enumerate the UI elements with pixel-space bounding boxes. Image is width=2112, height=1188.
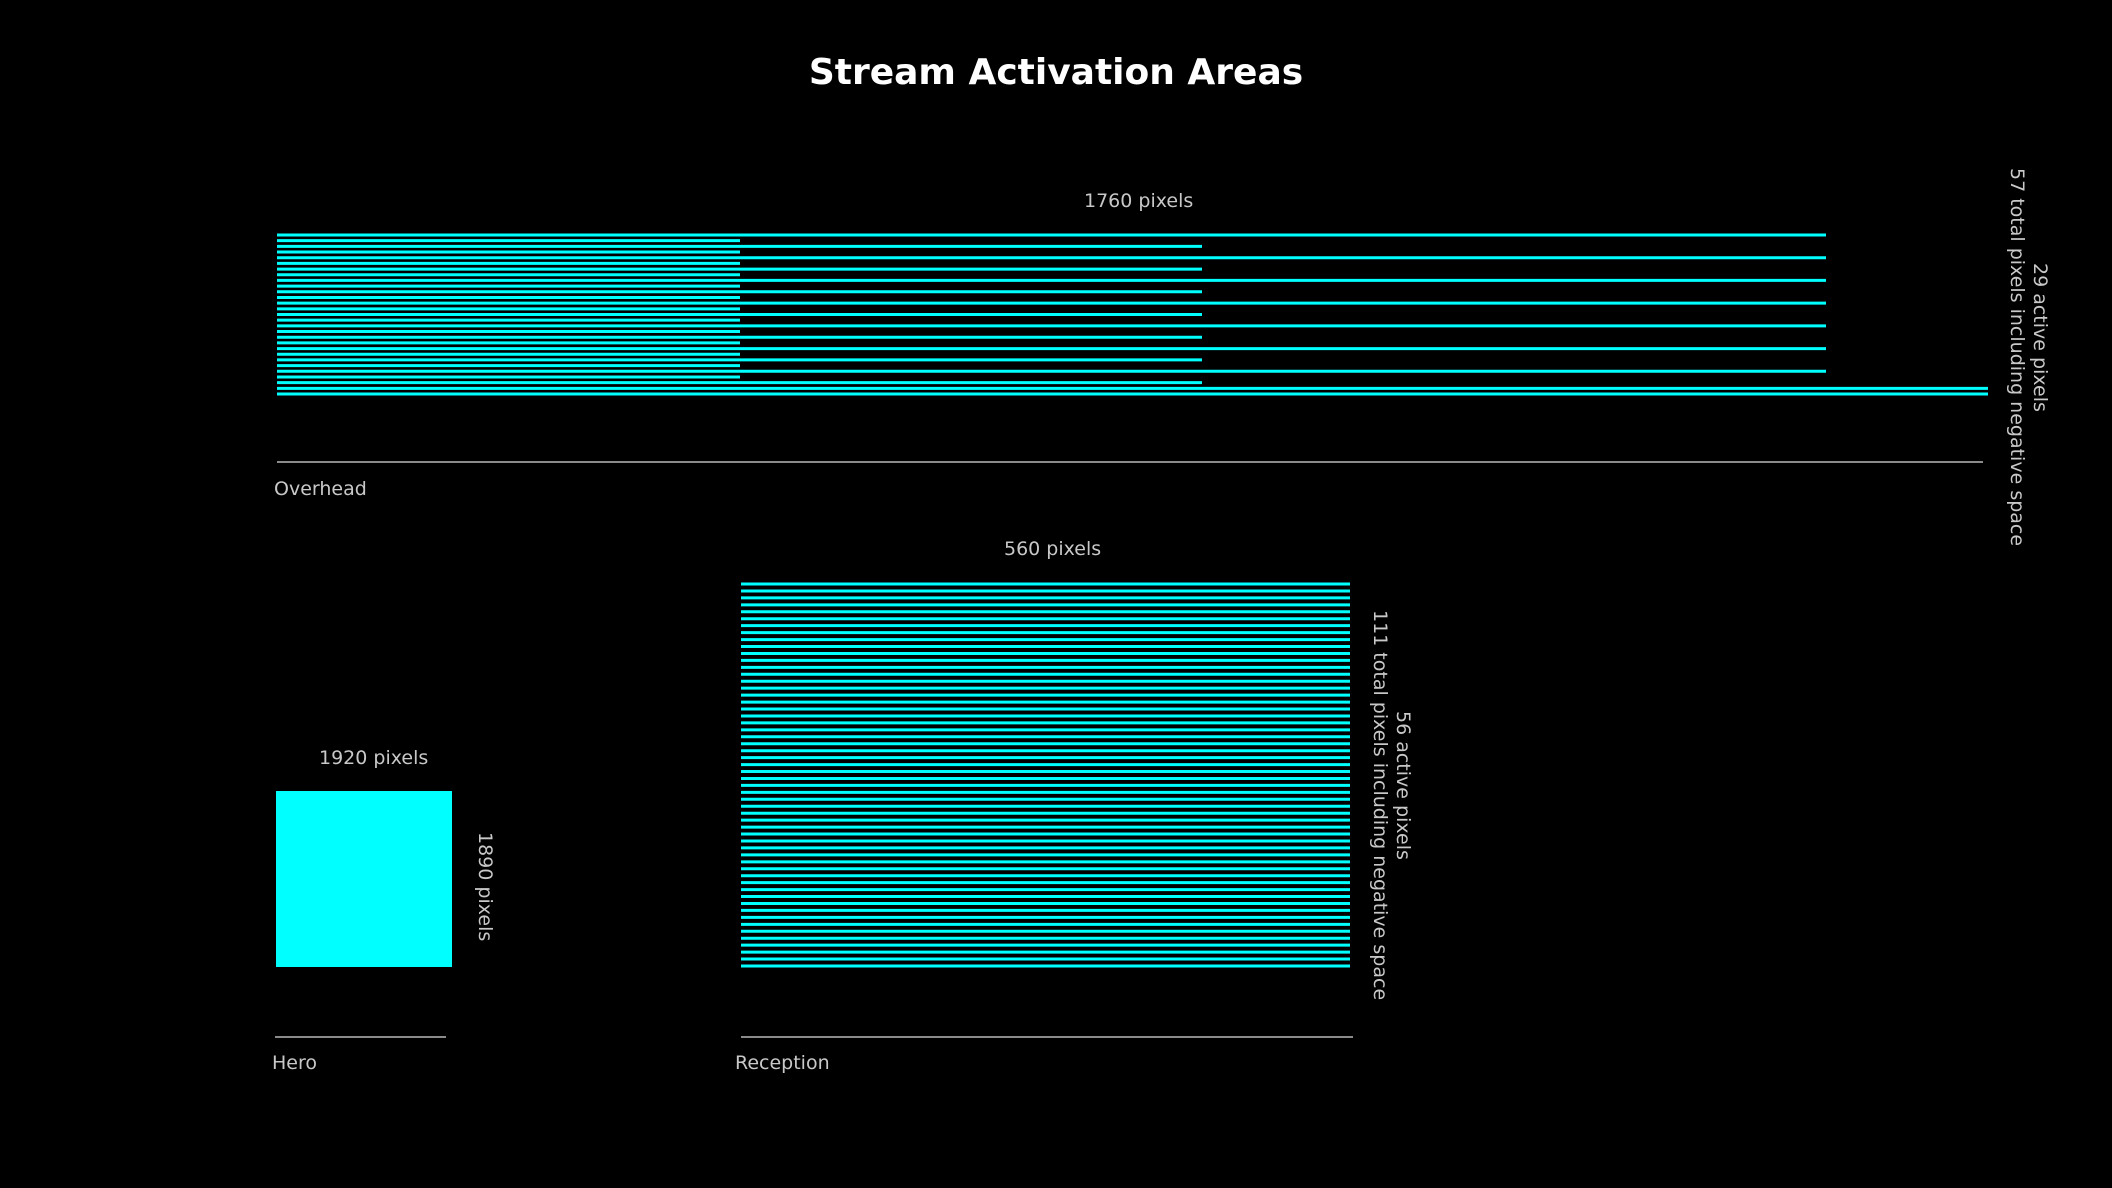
- reception-stripes: [741, 582, 1350, 968]
- reception-total-label: 111 total pixels including negative spac…: [1369, 610, 1391, 1001]
- hero-width-label: 1920 pixels: [319, 747, 429, 769]
- hero-name: Hero: [272, 1052, 317, 1074]
- page-title: Stream Activation Areas: [808, 52, 1304, 93]
- reception-name: Reception: [735, 1052, 830, 1074]
- hero-height-label: 1890 pixels: [474, 832, 496, 942]
- overhead-active-label: 29 active pixels: [2029, 263, 2051, 412]
- overhead-stripes: [277, 233, 1988, 396]
- reception-active-label: 56 active pixels: [1392, 711, 1414, 860]
- overhead-width-label: 1760 pixels: [1084, 190, 1194, 212]
- reception-width-label: 560 pixels: [1004, 538, 1102, 560]
- hero-block: [276, 791, 452, 967]
- overhead-name: Overhead: [274, 478, 367, 500]
- overhead-total-label: 57 total pixels including negative space: [2006, 168, 2028, 547]
